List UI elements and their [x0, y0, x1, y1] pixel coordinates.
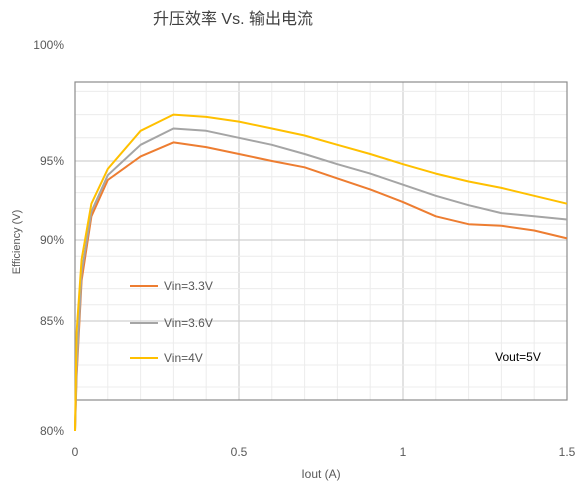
x-tick-label: 1 [400, 445, 407, 459]
chart-title: 升压效率 Vs. 输出电流 [153, 10, 313, 28]
series-line-vin-4v [74, 113, 568, 432]
axis-ticks: 0 0.5 1 1.5 80% 85% 90% 95% 100% [33, 38, 575, 459]
vout-annotation: Vout=5V [495, 350, 541, 364]
legend-label: Vin=4V [164, 351, 203, 365]
y-tick-label: 80% [40, 424, 64, 438]
x-axis-label: Iout (A) [301, 467, 340, 481]
x-tick-label: 0 [72, 445, 79, 459]
y-tick-label: 95% [40, 154, 64, 168]
legend-label: Vin=3.6V [164, 316, 213, 330]
plot-grid [75, 82, 567, 400]
x-tick-label: 1.5 [559, 445, 576, 459]
y-axis-label: Efficiency (V) [11, 210, 23, 275]
legend-label: Vin=3.3V [164, 279, 213, 293]
y-tick-label: 100% [33, 38, 64, 52]
y-tick-label: 90% [40, 233, 64, 247]
y-tick-label: 85% [40, 314, 64, 328]
plot-area-frame [74, 81, 568, 401]
series-line-vin-3-6v [74, 127, 568, 432]
x-tick-label: 0.5 [231, 445, 248, 459]
series-lines [74, 113, 568, 432]
legend: Vin=3.3V Vin=3.6V Vin=4V [130, 279, 213, 365]
